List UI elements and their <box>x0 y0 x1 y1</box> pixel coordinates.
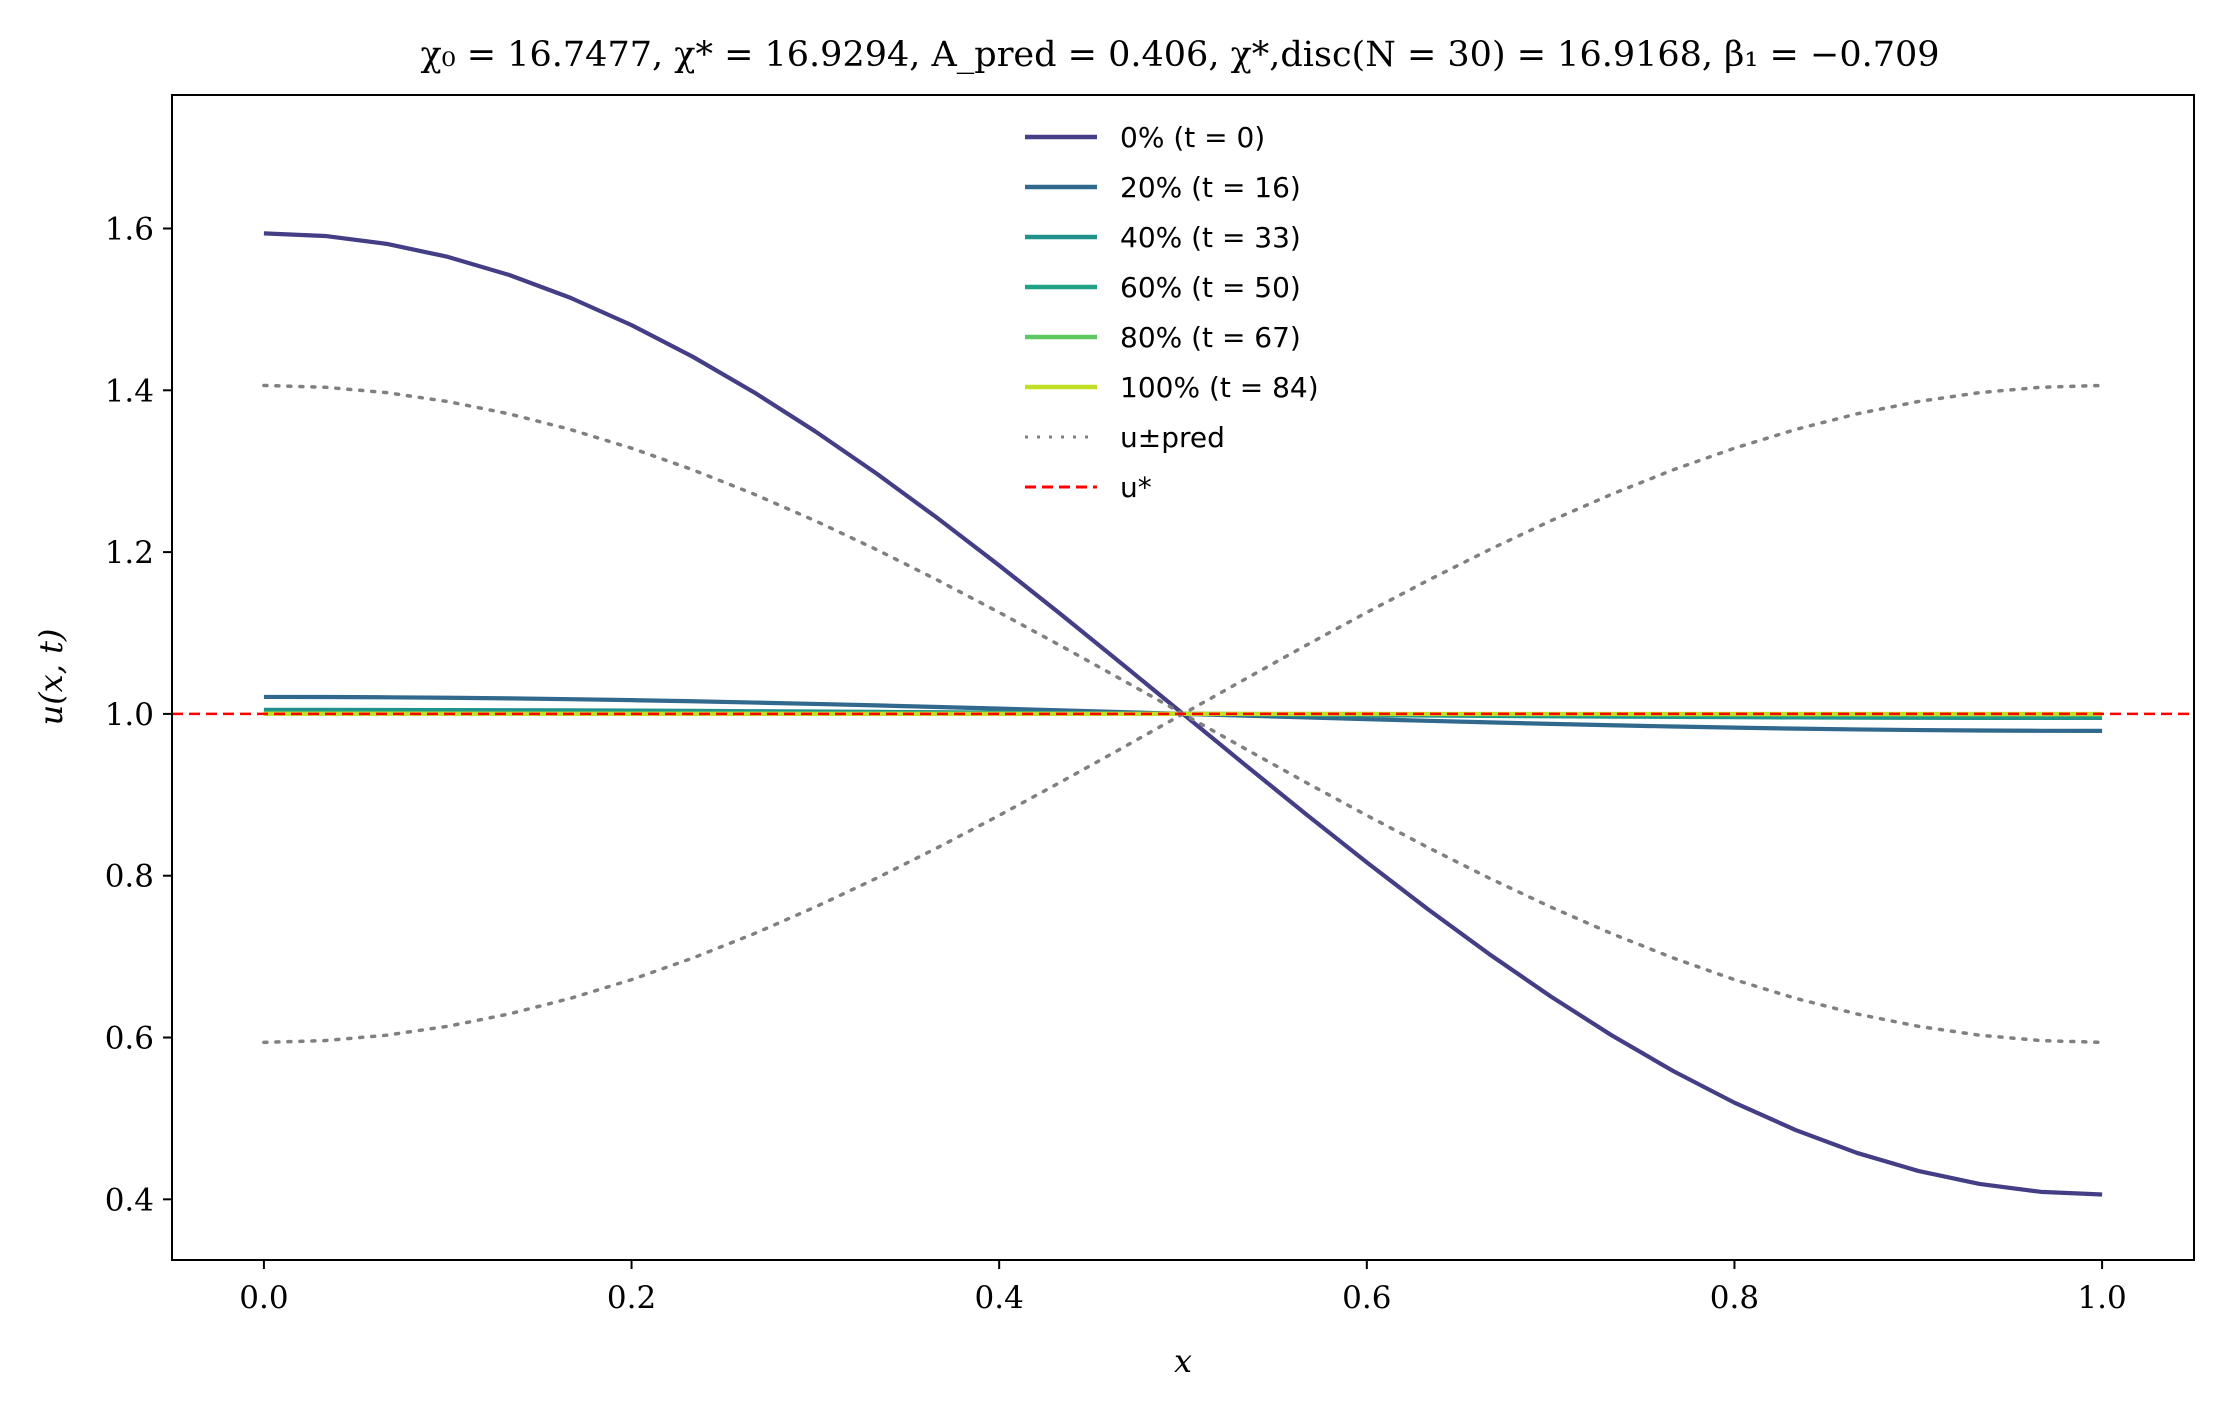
legend-label-60-t-50: 60% (t = 50) <box>1120 271 1301 304</box>
x-tick-label: 0.0 <box>239 1280 288 1316</box>
y-axis-label: u(x, t) <box>32 629 70 726</box>
plot-series <box>172 231 2194 1197</box>
y-tick-label: 1.2 <box>105 535 154 571</box>
y-tick-label: 0.6 <box>105 1021 154 1057</box>
plot-frame <box>171 94 2195 1261</box>
x-tick-label: 1.0 <box>2077 1280 2126 1316</box>
legend-label-40-t-33: 40% (t = 33) <box>1120 221 1301 254</box>
y-tick-label: 1.4 <box>105 373 154 409</box>
chart-title: χ₀ = 16.7477, χ* = 16.9294, A_pred = 0.4… <box>420 35 1939 75</box>
legend-label-u: u* <box>1120 471 1152 504</box>
axis-ticks: 0.0 0.2 0.4 0.6 0.8 1.0 0.4 0.6 0.8 1.0 1.2 1.4 1.6 <box>105 211 2127 1316</box>
y-tick-label: 0.4 <box>105 1182 154 1218</box>
x-axis-label: x <box>1174 1342 1192 1380</box>
y-tick-label: 1.0 <box>105 697 154 733</box>
y-tick-label: 0.8 <box>105 859 154 895</box>
x-tick-label: 0.2 <box>607 1280 656 1316</box>
legend-label-u-pred: u±pred <box>1120 421 1225 454</box>
legend-label-80-t-67: 80% (t = 67) <box>1120 321 1301 354</box>
x-tick-label: 0.4 <box>975 1280 1024 1316</box>
legend: 0% (t = 0) 20% (t = 16) 40% (t = 33) 60% (t… <box>1025 121 1319 504</box>
y-tick-label: 1.6 <box>105 211 154 247</box>
legend-label-0-t-0: 0% (t = 0) <box>1120 121 1265 154</box>
x-tick-label: 0.8 <box>1710 1280 1759 1316</box>
legend-label-20-t-16: 20% (t = 16) <box>1120 171 1301 204</box>
legend-label-100-t-84: 100% (t = 84) <box>1120 371 1319 404</box>
x-tick-label: 0.6 <box>1342 1280 1391 1316</box>
